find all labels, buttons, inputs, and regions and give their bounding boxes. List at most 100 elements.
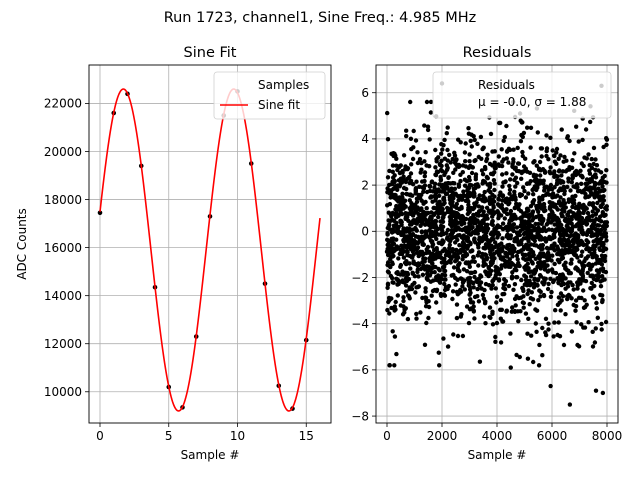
residual-point: [429, 233, 434, 239]
residual-point: [414, 246, 420, 252]
residual-point: [604, 168, 609, 173]
residual-point: [545, 191, 550, 196]
residual-point: [589, 280, 594, 286]
residual-point: [514, 294, 519, 299]
residual-point: [436, 240, 441, 246]
residual-point: [486, 188, 491, 193]
residual-point: [575, 342, 580, 348]
residual-point: [430, 261, 435, 266]
residual-point: [580, 137, 585, 143]
residual-point: [466, 205, 471, 211]
residual-point: [514, 225, 520, 230]
residual-point: [462, 249, 468, 255]
residual-point: [481, 145, 486, 150]
residual-point: [490, 219, 495, 224]
residual-point: [574, 124, 579, 129]
residual-point: [544, 133, 549, 138]
residual-point: [538, 173, 543, 178]
residual-point: [476, 250, 482, 255]
residual-point: [526, 288, 531, 293]
residual-point: [487, 272, 493, 277]
residual-point: [439, 163, 444, 169]
residual-point: [509, 251, 515, 256]
residual-point: [563, 266, 568, 271]
residual-point: [590, 329, 595, 334]
x-axis-label: Sample #: [181, 448, 240, 462]
residual-outlier-point: [600, 390, 606, 396]
residual-point: [424, 276, 430, 281]
residual-point: [471, 285, 476, 290]
residual-point: [555, 332, 560, 338]
residual-point: [503, 197, 508, 202]
x-tick-label: 4000: [482, 429, 513, 443]
residual-point: [497, 193, 502, 198]
residual-point: [407, 296, 412, 301]
residual-point: [401, 295, 406, 300]
residual-point: [468, 270, 473, 275]
residual-point: [390, 163, 396, 168]
residual-point: [451, 235, 456, 240]
residual-point: [520, 285, 525, 291]
residual-point: [422, 170, 428, 175]
residual-point: [568, 244, 573, 249]
residual-point: [475, 141, 480, 146]
residual-point: [417, 159, 422, 164]
residual-point: [483, 299, 488, 304]
residual-point: [576, 139, 581, 144]
residual-point: [558, 153, 563, 158]
residual-point: [536, 166, 542, 171]
residual-point: [452, 210, 458, 216]
residual-point: [408, 171, 414, 176]
residual-point: [385, 237, 390, 242]
residual-point: [518, 139, 524, 144]
residual-point: [385, 110, 390, 116]
residual-point: [471, 309, 476, 314]
residual-point: [496, 278, 502, 283]
residual-point: [397, 203, 402, 209]
residual-point: [452, 150, 457, 155]
residual-point: [555, 257, 561, 263]
residual-point: [399, 211, 405, 217]
residual-point: [451, 265, 457, 270]
residual-point: [493, 339, 498, 344]
residual-point: [413, 188, 418, 193]
residual-point: [560, 213, 565, 219]
residual-point: [392, 363, 397, 368]
residual-point: [521, 305, 526, 310]
residual-point: [591, 145, 597, 151]
residual-point: [521, 185, 526, 190]
residual-point: [484, 174, 490, 180]
residual-point: [445, 147, 450, 153]
residual-point: [555, 180, 560, 185]
residual-point: [442, 264, 447, 269]
residual-point: [588, 177, 593, 182]
residual-point: [571, 198, 577, 203]
residual-point: [432, 181, 438, 186]
residual-point: [389, 305, 394, 311]
residual-point: [477, 359, 483, 364]
residual-point: [449, 228, 454, 233]
residual-point: [432, 270, 437, 275]
residual-point: [416, 274, 421, 279]
residual-point: [520, 226, 526, 232]
residual-point: [500, 172, 505, 177]
residual-point: [429, 194, 435, 199]
residual-point: [399, 243, 404, 248]
residual-point: [512, 205, 517, 211]
residual-point: [390, 210, 395, 216]
residual-point: [511, 222, 517, 227]
residual-point: [457, 261, 462, 266]
residual-point: [494, 294, 500, 299]
residual-point: [484, 270, 489, 276]
residual-point: [526, 191, 531, 196]
residual-point: [521, 130, 527, 136]
residual-point: [521, 164, 527, 169]
residual-point: [457, 243, 462, 248]
residual-point: [471, 255, 476, 260]
residual-point: [407, 206, 412, 211]
residual-point: [385, 231, 390, 236]
residual-point: [400, 191, 405, 196]
residual-point: [572, 151, 577, 156]
residual-point: [510, 270, 515, 275]
